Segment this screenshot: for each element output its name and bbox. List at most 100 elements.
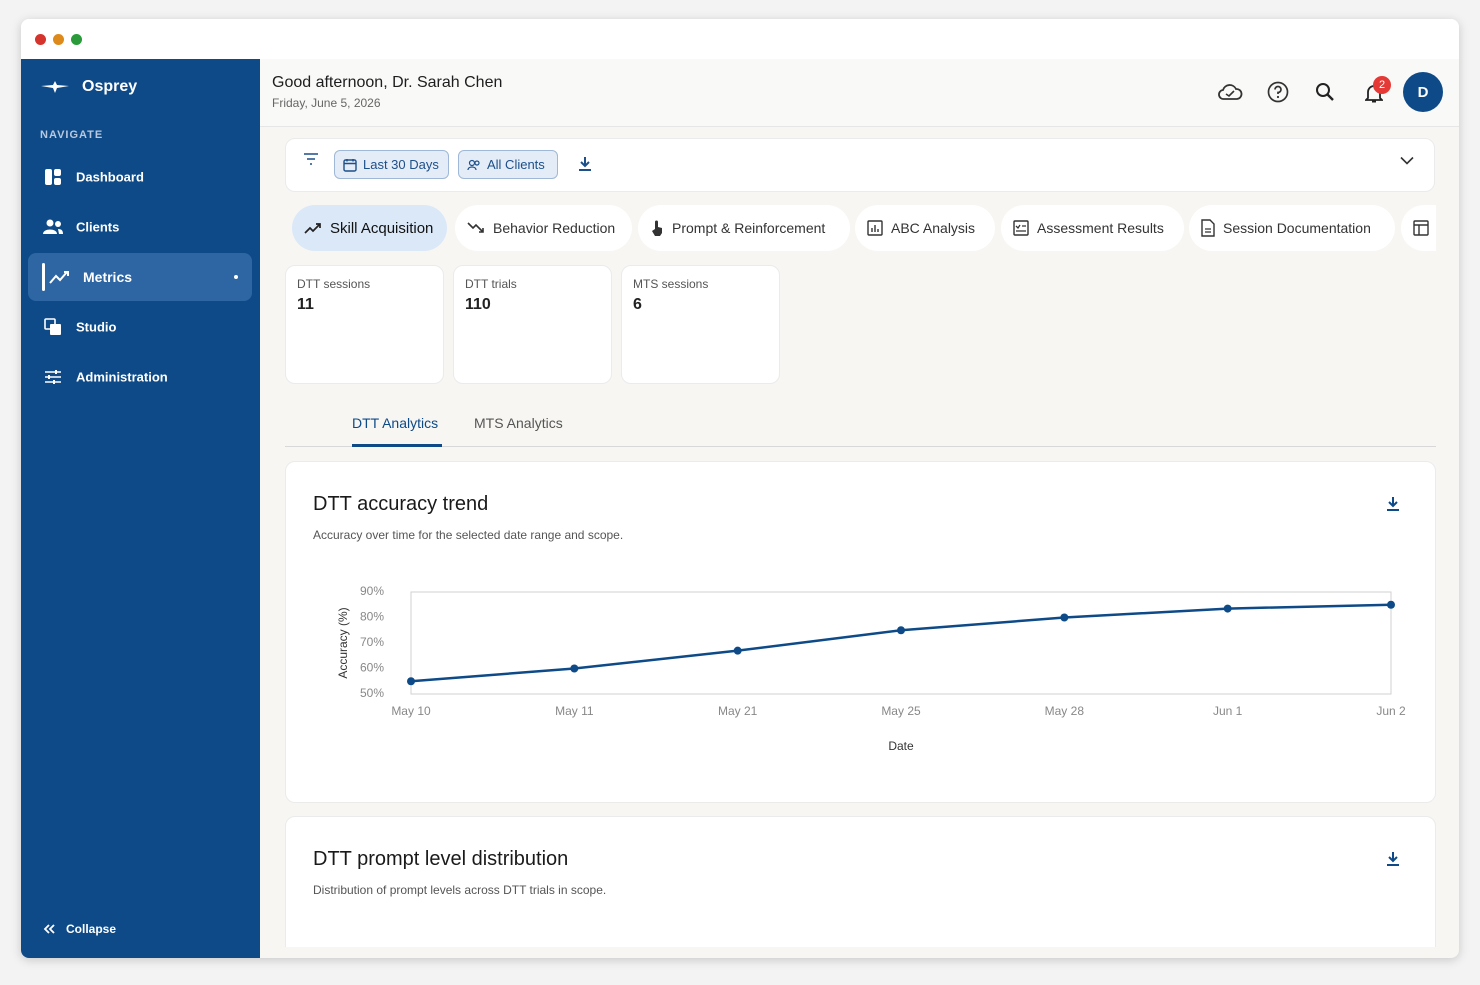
nav-item[interactable]: Metrics <box>83 269 133 285</box>
active-indicator <box>42 263 45 291</box>
plot-frame <box>410 591 1392 695</box>
stat-value: 110 <box>465 296 491 313</box>
tab-icon <box>304 223 321 234</box>
data-point <box>1387 600 1395 609</box>
tab-icon <box>1413 220 1429 236</box>
x-tick-label: May 28 <box>1045 704 1085 718</box>
y-tick-label: 90% <box>360 584 384 598</box>
x-axis-label: Date <box>888 739 914 753</box>
tab[interactable]: Assessment Results <box>1001 205 1184 251</box>
tab-icon <box>867 220 883 236</box>
tab-icon <box>652 220 662 236</box>
stat-card: DTT sessions 11 <box>285 265 444 384</box>
tab-label: Session Documentation <box>1223 220 1371 236</box>
tab-icon <box>467 222 484 233</box>
tab-label: Assessment Results <box>1037 220 1164 236</box>
subtab[interactable]: MTS Analytics <box>474 415 563 431</box>
sidebar: Osprey NAVIGATE Dashboard Clients Metric… <box>21 59 260 958</box>
tab[interactable]: Behavior Reduction <box>455 205 632 251</box>
help-icon[interactable] <box>1267 81 1289 103</box>
expand-icon[interactable] <box>1400 156 1414 166</box>
chart-title: DTT accuracy trend <box>313 493 489 515</box>
tab[interactable]: ABC Analysis <box>855 205 995 251</box>
tab-label: Prompt & Reinforcement <box>672 220 826 236</box>
close-button[interactable] <box>35 34 46 45</box>
nav-icon <box>49 271 69 284</box>
tab-label: Behavior Reduction <box>493 220 616 236</box>
stat-label: DTT trials <box>465 277 517 291</box>
tab-strip: Skill Acquisition Behavior Reduction Pro… <box>285 205 1436 251</box>
nav-icon <box>43 219 63 234</box>
top-header: Good afternoon, Dr. Sarah Chen Friday, J… <box>260 59 1459 127</box>
x-tick-label: Jun 1 <box>1213 704 1243 718</box>
x-tick-label: Jun 2 <box>1376 704 1406 718</box>
stat-label: MTS sessions <box>633 277 709 291</box>
y-axis-label: Accuracy (%) <box>336 607 350 678</box>
minimize-button[interactable] <box>53 34 64 45</box>
nav-item[interactable]: Administration <box>76 369 168 385</box>
maximize-button[interactable] <box>71 34 82 45</box>
data-point <box>1060 613 1069 622</box>
y-tick-label: 60% <box>360 661 384 675</box>
nav-icon <box>44 318 61 335</box>
nav-active-bg[interactable] <box>28 253 252 301</box>
stat-label: DTT sessions <box>297 277 371 291</box>
data-point <box>570 664 579 673</box>
card-title: DTT prompt level distribution <box>313 848 569 870</box>
title-bar <box>21 19 1459 59</box>
chip-label: Last 30 Days <box>363 157 439 172</box>
chip-label: All Clients <box>487 157 545 172</box>
stat-card: DTT trials 110 <box>453 265 612 384</box>
nav-section: NAVIGATE <box>40 129 104 141</box>
line-chart: 50% 60% 70% 80% 90% May 10 May 11 May 21 May 25 M… <box>336 584 1406 753</box>
y-tick-label: 70% <box>360 635 384 649</box>
clients-chip[interactable]: All Clients <box>458 150 558 179</box>
sync-icon[interactable] <box>1217 83 1243 101</box>
tab-icon <box>1201 219 1215 237</box>
date: Friday, June 5, 2026 <box>272 96 381 110</box>
tab[interactable]: Skill Acquisition <box>292 205 447 251</box>
download-icon[interactable] <box>1386 496 1400 512</box>
stat-value: 6 <box>633 296 642 313</box>
x-tick-label: May 10 <box>391 704 431 718</box>
stat-value: 11 <box>297 296 314 313</box>
search-icon[interactable] <box>1315 82 1335 102</box>
export-icon[interactable] <box>578 156 592 172</box>
x-tick-label: May 21 <box>718 704 758 718</box>
collapse-icon <box>43 924 55 934</box>
nav-icon <box>45 370 61 384</box>
y-tick-label: 80% <box>360 610 384 624</box>
collapse-button[interactable]: Collapse <box>66 922 117 936</box>
date-range-chip[interactable]: Last 30 Days <box>334 150 449 179</box>
download-icon[interactable] <box>1386 851 1400 867</box>
subtab[interactable]: DTT Analytics <box>352 415 439 431</box>
stat-card: MTS sessions 6 <box>621 265 780 384</box>
chart-card: DTT accuracy trend Accuracy over time fo… <box>285 461 1436 803</box>
calendar-icon <box>343 158 357 172</box>
tab[interactable] <box>1401 205 1436 251</box>
filter-icon[interactable] <box>303 153 319 165</box>
data-point <box>897 626 905 635</box>
subtab-indicator <box>352 444 442 447</box>
nav-item[interactable]: Studio <box>76 319 117 335</box>
card-subtitle: Distribution of prompt levels across DTT… <box>313 883 607 897</box>
avatar[interactable]: D <box>1403 72 1443 112</box>
chart-subtitle: Accuracy over time for the selected date… <box>313 528 624 542</box>
tab-label: Skill Acquisition <box>330 219 434 237</box>
tab[interactable]: Prompt & Reinforcement <box>638 205 850 251</box>
subtab-divider <box>285 446 1436 447</box>
card-clip: DTT prompt level distribution Distributi… <box>285 816 1436 947</box>
data-point <box>1223 604 1232 613</box>
nav-item[interactable]: Clients <box>76 219 120 235</box>
nav-icon <box>45 169 61 185</box>
nav-item[interactable]: Dashboard <box>76 169 144 185</box>
tab[interactable]: Session Documentation <box>1189 205 1395 251</box>
accuracy-line <box>410 603 1392 683</box>
tab-label: ABC Analysis <box>891 220 976 236</box>
tab-icon <box>1013 220 1029 236</box>
brand-name[interactable]: Osprey <box>82 78 138 95</box>
data-point <box>733 646 742 655</box>
